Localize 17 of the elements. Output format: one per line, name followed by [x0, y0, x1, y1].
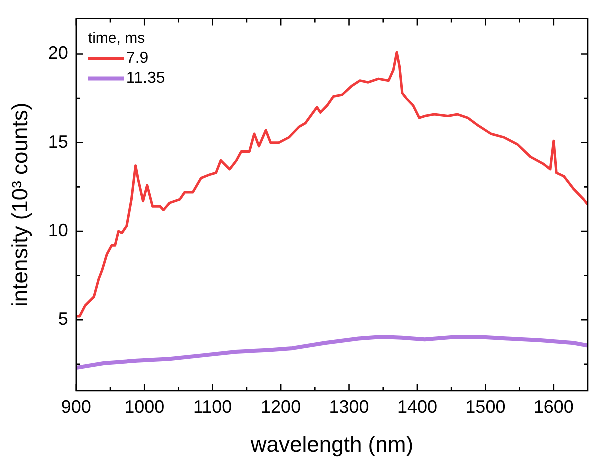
x-tick-label: 1000 — [124, 396, 165, 417]
legend-title: time, ms — [88, 30, 146, 47]
legend-label: 11.35 — [126, 70, 166, 88]
y-tick-label: 10 — [48, 220, 68, 240]
x-tick-label: 1400 — [397, 396, 438, 417]
x-tick-label: 900 — [61, 396, 92, 417]
y-tick-label: 5 — [58, 309, 68, 330]
legend-label: 7.9 — [126, 50, 149, 68]
y-axis-title: intensity (10³ counts) — [7, 102, 32, 307]
y-tick-label: 15 — [48, 132, 68, 152]
x-tick-label: 1300 — [329, 396, 370, 417]
x-tick-label: 1600 — [534, 396, 574, 417]
x-tick-label: 1500 — [466, 396, 506, 417]
x-tick-label: 1100 — [193, 396, 232, 417]
x-tick-label: 1200 — [261, 396, 302, 417]
y-tick-label: 20 — [48, 43, 68, 64]
x-axis-title: wavelength (nm) — [250, 432, 414, 457]
